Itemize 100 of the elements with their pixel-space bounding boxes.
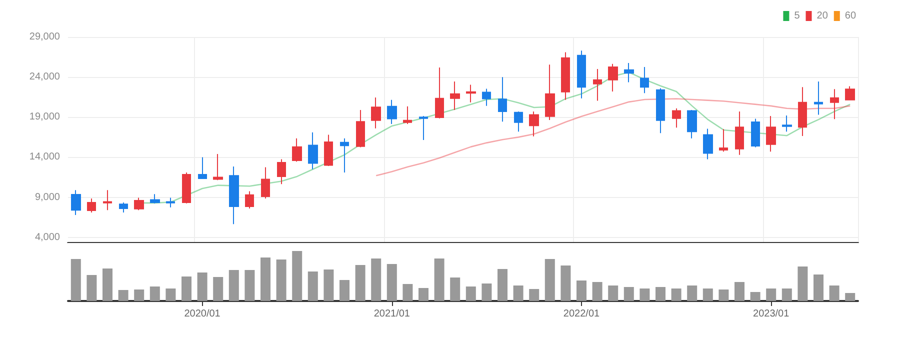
candlestick xyxy=(545,64,555,120)
bar xyxy=(544,259,555,301)
y-tick-label: 4,000 xyxy=(34,232,60,243)
candlestick xyxy=(229,166,239,225)
candlestick xyxy=(450,80,460,110)
candlestick xyxy=(119,202,128,214)
candlestick xyxy=(624,62,634,83)
candlestick xyxy=(529,111,539,137)
legend-label: 20 xyxy=(816,10,828,22)
bar xyxy=(498,269,508,301)
candlestick xyxy=(261,166,270,200)
x-tick-label: 2023/01 xyxy=(753,308,790,320)
candlestick xyxy=(608,63,618,92)
bar xyxy=(640,288,650,301)
bar xyxy=(687,286,698,301)
y-tick-label: 24,000 xyxy=(29,72,60,83)
bar xyxy=(702,288,713,301)
y-tick-label: 14,000 xyxy=(29,152,60,163)
candlestick xyxy=(103,190,112,211)
bar xyxy=(656,287,666,301)
bar xyxy=(560,266,571,301)
candlestick xyxy=(371,97,381,129)
x-tick-label: 2022/01 xyxy=(563,308,600,320)
bar xyxy=(182,276,192,301)
y-tick-label: 19,000 xyxy=(29,112,60,123)
candlestick xyxy=(640,66,649,94)
bar xyxy=(355,265,366,301)
candlestick xyxy=(498,76,507,122)
bar xyxy=(608,286,618,301)
bar xyxy=(197,272,208,301)
candlestick xyxy=(561,52,570,100)
candlestick xyxy=(419,115,428,140)
bar xyxy=(118,290,128,301)
legend-label: 5 xyxy=(794,10,800,22)
bar xyxy=(592,282,602,301)
candlestick xyxy=(324,134,333,167)
bar xyxy=(750,292,760,301)
bar xyxy=(798,266,808,301)
bar xyxy=(529,289,540,301)
bar xyxy=(576,280,586,301)
bar xyxy=(402,284,413,301)
bar xyxy=(134,290,144,301)
bar xyxy=(845,293,856,301)
candlestick xyxy=(719,128,728,152)
candlestick xyxy=(703,128,713,160)
candlestick xyxy=(71,190,81,216)
bar xyxy=(166,288,176,301)
candlestick xyxy=(577,50,586,99)
bar xyxy=(734,282,744,301)
candlestick xyxy=(656,88,665,134)
candlestick xyxy=(593,68,602,102)
bar xyxy=(718,290,729,301)
candlestick xyxy=(782,115,792,132)
candlestick xyxy=(403,106,412,124)
candlestick xyxy=(87,198,96,214)
candlestick xyxy=(245,190,254,210)
bar xyxy=(244,270,255,301)
bar xyxy=(829,286,840,301)
candlestick xyxy=(814,80,823,116)
bar xyxy=(371,258,382,301)
bar xyxy=(292,251,302,301)
candlestick xyxy=(482,88,491,106)
candlestick xyxy=(672,108,681,128)
bar xyxy=(513,286,524,301)
y-tick-label: 29,000 xyxy=(29,32,60,42)
candlestick xyxy=(340,138,349,173)
candlestick xyxy=(845,86,855,101)
candlestick xyxy=(466,84,476,103)
y-tick-label: 9,000 xyxy=(34,192,60,203)
bar xyxy=(276,260,286,301)
x-tick-label: 2021/01 xyxy=(374,308,410,320)
candlestick xyxy=(150,194,160,204)
candlestick xyxy=(766,115,776,152)
candlestick xyxy=(308,132,318,170)
candlestick xyxy=(514,111,523,132)
candlestick xyxy=(798,86,807,136)
candlestick xyxy=(213,154,223,181)
bar xyxy=(260,258,270,301)
legend-label: 60 xyxy=(844,10,856,22)
bar xyxy=(450,278,460,301)
candlestick xyxy=(198,156,207,180)
bar xyxy=(671,288,682,301)
bar xyxy=(340,280,350,301)
candlestick xyxy=(356,109,365,148)
bar xyxy=(466,286,476,301)
candlestick xyxy=(134,197,144,211)
bar xyxy=(324,270,334,301)
candlestick xyxy=(387,99,397,124)
bar xyxy=(102,268,112,301)
candlestick xyxy=(166,197,175,208)
candlestick xyxy=(277,158,286,185)
candlestick xyxy=(735,111,744,156)
bar xyxy=(228,270,239,301)
bar xyxy=(213,277,224,301)
bar xyxy=(814,274,824,301)
bar xyxy=(418,288,428,301)
x-tick-label: 2020/01 xyxy=(184,308,221,320)
bar xyxy=(308,272,318,301)
bar xyxy=(434,258,444,301)
candlestick xyxy=(751,118,760,148)
